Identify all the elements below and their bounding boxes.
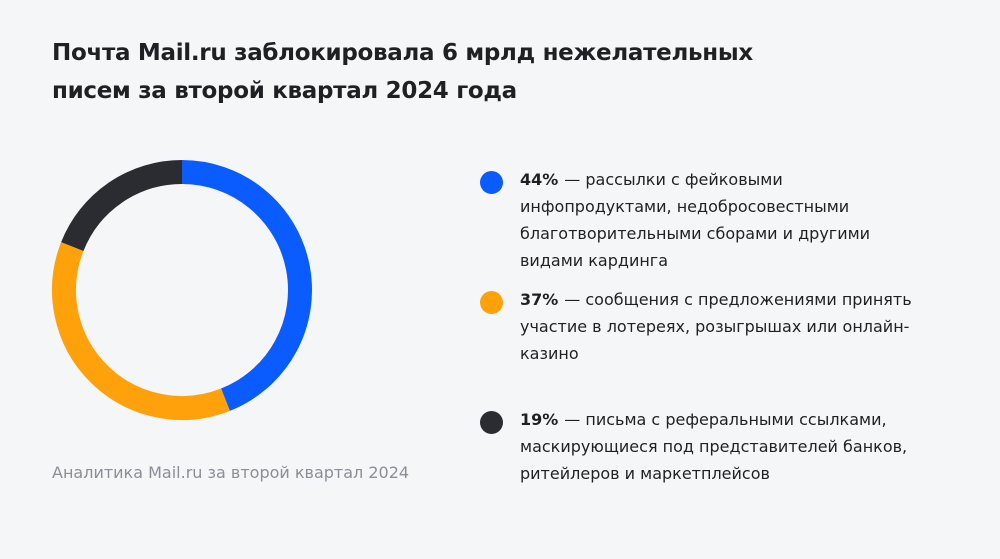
source-note: Аналитика Mail.ru за второй квартал 2024	[52, 463, 410, 482]
donut-segment	[61, 160, 183, 252]
legend-label: — сообщения с предложениями принять учас…	[520, 290, 912, 363]
percent-label: 19%	[520, 410, 559, 429]
legend-marker	[480, 411, 503, 434]
percent-label: 37%	[520, 290, 559, 309]
legend-label: — письма с реферальными ссылками, маскир…	[520, 410, 908, 483]
percent-label: 44%	[520, 170, 559, 189]
legend-text: 44% — рассылки с фейковыми инфопродуктами…	[520, 166, 920, 274]
legend-marker	[480, 291, 503, 314]
legend-label: — рассылки с фейковыми инфопродуктами, н…	[520, 170, 871, 270]
legend-text: 19% — письма с реферальными ссылками, мас…	[520, 406, 920, 487]
donut-segment	[52, 242, 230, 420]
chart-title: Почта Mail.ru заблокировала 6 мрлд нежел…	[52, 40, 753, 104]
legend-marker	[480, 171, 503, 194]
donut-segment	[181, 160, 312, 411]
donut-chart	[52, 160, 312, 420]
legend-text: 37% — сообщения с предложениями принять у…	[520, 286, 920, 367]
